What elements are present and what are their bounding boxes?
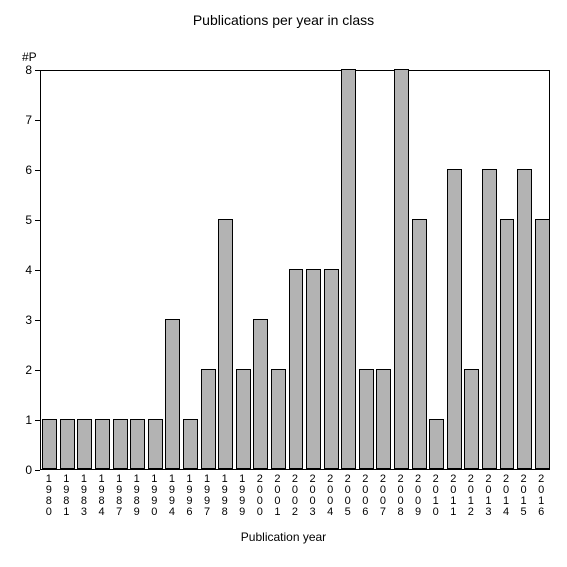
bar xyxy=(253,319,268,469)
bar xyxy=(376,369,391,469)
bar xyxy=(218,219,233,469)
x-tick-label: 1997 xyxy=(198,474,216,518)
plot-area xyxy=(40,70,550,470)
y-tick xyxy=(35,70,40,71)
x-tick-label: 1994 xyxy=(163,474,181,518)
x-tick-label: 2011 xyxy=(444,474,462,518)
bar xyxy=(447,169,462,469)
x-tick-label: 1990 xyxy=(146,474,164,518)
y-tick xyxy=(35,270,40,271)
bar xyxy=(95,419,110,469)
bar xyxy=(77,419,92,469)
x-tick-label: 2003 xyxy=(304,474,322,518)
x-tick-label: 1996 xyxy=(181,474,199,518)
x-tick-label: 2000 xyxy=(251,474,269,518)
y-tick-label: 8 xyxy=(0,63,32,77)
bar xyxy=(412,219,427,469)
chart-title: Publications per year in class xyxy=(0,12,567,28)
bar xyxy=(165,319,180,469)
bar xyxy=(500,219,515,469)
bar xyxy=(464,369,479,469)
x-tick-label: 2010 xyxy=(427,474,445,518)
chart-container: Publications per year in class #P Public… xyxy=(0,0,567,567)
bar xyxy=(271,369,286,469)
x-tick-label: 2007 xyxy=(374,474,392,518)
y-tick-label: 7 xyxy=(0,113,32,127)
x-axis-title: Publication year xyxy=(0,530,567,544)
y-tick-label: 4 xyxy=(0,263,32,277)
bar xyxy=(42,419,57,469)
x-tick-label: 1984 xyxy=(93,474,111,518)
bar xyxy=(324,269,339,469)
x-tick-label: 1999 xyxy=(233,474,251,518)
bar xyxy=(306,269,321,469)
bar xyxy=(201,369,216,469)
x-tick-label: 2013 xyxy=(480,474,498,518)
bar xyxy=(517,169,532,469)
y-tick-label: 5 xyxy=(0,213,32,227)
x-tick-label: 1983 xyxy=(75,474,93,518)
x-tick-label: 2001 xyxy=(269,474,287,518)
bar xyxy=(359,369,374,469)
x-tick-label: 1989 xyxy=(128,474,146,518)
x-tick-label: 1987 xyxy=(110,474,128,518)
x-tick-label: 2012 xyxy=(462,474,480,518)
y-tick-label: 0 xyxy=(0,463,32,477)
y-tick xyxy=(35,220,40,221)
x-tick-label: 2009 xyxy=(409,474,427,518)
bar xyxy=(130,419,145,469)
y-tick xyxy=(35,470,40,471)
y-tick xyxy=(35,320,40,321)
y-tick xyxy=(35,420,40,421)
y-tick xyxy=(35,370,40,371)
bar xyxy=(394,69,409,469)
bar xyxy=(148,419,163,469)
x-tick-label: 2002 xyxy=(286,474,304,518)
y-tick-label: 1 xyxy=(0,413,32,427)
x-tick-label: 2016 xyxy=(532,474,550,518)
y-tick-label: 3 xyxy=(0,313,32,327)
bar xyxy=(183,419,198,469)
bar xyxy=(289,269,304,469)
bar xyxy=(535,219,550,469)
bar xyxy=(60,419,75,469)
x-tick-label: 2004 xyxy=(321,474,339,518)
y-tick xyxy=(35,170,40,171)
bar xyxy=(482,169,497,469)
y-axis-title: #P xyxy=(22,50,37,64)
x-tick-label: 2005 xyxy=(339,474,357,518)
x-tick-label: 2014 xyxy=(497,474,515,518)
bar xyxy=(429,419,444,469)
y-tick-label: 2 xyxy=(0,363,32,377)
x-tick-label: 1998 xyxy=(216,474,234,518)
bar xyxy=(236,369,251,469)
y-tick xyxy=(35,120,40,121)
x-tick-label: 1980 xyxy=(40,474,58,518)
x-tick-label: 2006 xyxy=(357,474,375,518)
y-tick-label: 6 xyxy=(0,163,32,177)
x-tick-label: 2015 xyxy=(515,474,533,518)
x-tick-label: 1981 xyxy=(58,474,76,518)
bar xyxy=(341,69,356,469)
bar xyxy=(113,419,128,469)
x-tick-label: 2008 xyxy=(392,474,410,518)
